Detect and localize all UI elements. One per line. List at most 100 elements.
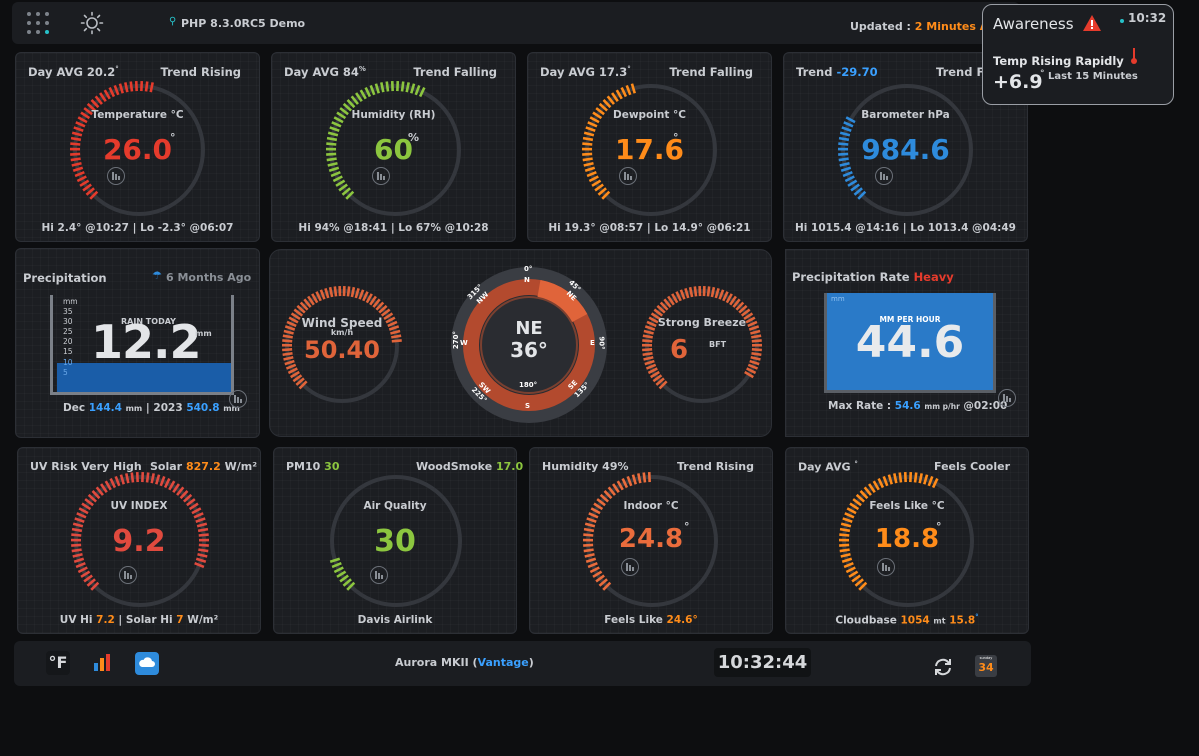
- beaufort-gauge-tick: [706, 286, 711, 297]
- barometer-footer: Hi 1015.4 @14:16 | Lo 1013.4 @04:49: [795, 222, 1016, 234]
- temperature-gauge-tick: [124, 82, 129, 93]
- uv-gauge-tick: [176, 486, 185, 496]
- air-pm10: PM10 30: [286, 460, 339, 473]
- rain-scale-10: 10: [63, 357, 73, 367]
- wind-gauge-tick: [295, 377, 305, 386]
- humidity-gauge-tick: [414, 84, 421, 96]
- humidity-footer: Hi 94% @18:41 | Lo 67% @10:28: [298, 222, 489, 234]
- uv-gauge-tick: [188, 502, 199, 511]
- refresh-icon[interactable]: [932, 656, 954, 678]
- awareness-popup[interactable]: Awareness 10:32 Temp Rising Rapidly +6.9…: [982, 4, 1174, 105]
- solar-hi-value: 7: [176, 614, 184, 626]
- indoor-chart-icon[interactable]: [621, 558, 639, 576]
- feels-gauge-tick: [855, 493, 865, 503]
- theme-sun-icon[interactable]: [80, 11, 104, 35]
- wind-gauge-tick: [296, 304, 306, 314]
- barometer-chart-icon[interactable]: [875, 167, 893, 185]
- unit-toggle-button[interactable]: °F: [46, 651, 70, 675]
- wind-gauge-tick: [282, 352, 293, 357]
- dewpoint-card[interactable]: Day AVG 17.3° Trend Falling Dewpoint °C …: [527, 52, 772, 242]
- uv-gauge-tick: [198, 533, 209, 537]
- humidity-gauge-tick: [327, 161, 338, 167]
- indoor-card[interactable]: Humidity 49% Trend Rising Indoor °C 24.8…: [529, 447, 773, 634]
- indoor-gauge-tick: [616, 480, 624, 491]
- air-gauge-tick: [336, 570, 347, 578]
- humidity-chart-icon[interactable]: [372, 167, 390, 185]
- uv-gauge-tick: [76, 512, 87, 519]
- uv-gauge-tick: [193, 512, 204, 519]
- uv-gauge-tick: [163, 477, 171, 489]
- uv-gauge-tick: [159, 475, 166, 487]
- wind-card[interactable]: Wind Speed km/h 50.40 NE 36° N 0° NE 45°…: [269, 249, 772, 437]
- precip-separator: |: [145, 402, 150, 414]
- air-chart-icon[interactable]: [370, 566, 388, 584]
- air-quality-card[interactable]: PM10 30 WoodSmoke 17.0 Air Quality 30 Da…: [273, 447, 523, 634]
- wind-gauge-tick: [283, 329, 294, 335]
- rain-rate-card[interactable]: Precipitation Rate Heavy mm MM PER HOUR …: [785, 249, 1029, 437]
- uv-card[interactable]: UV Risk Very High Solar 827.2 W/m² UV IN…: [17, 447, 261, 634]
- compass-center-ring: [480, 296, 578, 394]
- beaufort-gauge-tick: [747, 363, 759, 370]
- dewpoint-gauge-tick: [587, 121, 598, 128]
- precipitation-chart-icon[interactable]: [229, 390, 247, 408]
- uv-gauge-tick: [197, 552, 208, 558]
- beaufort-gauge-tick: [663, 298, 672, 308]
- charts-icon[interactable]: [92, 653, 112, 673]
- beaufort-gauge-tick: [642, 334, 653, 339]
- temperature-day-avg: Day AVG 20.2°: [28, 65, 119, 79]
- rain-scale-20: 20: [63, 337, 73, 347]
- wind-compass: [451, 267, 607, 423]
- uv-chart-icon[interactable]: [119, 566, 137, 584]
- uv-gauge-tick: [71, 527, 83, 533]
- weather-cloud-icon[interactable]: [135, 652, 159, 675]
- barometer-gauge-tick: [843, 121, 854, 128]
- uv-gauge-tick: [80, 570, 91, 578]
- compass-w-deg: 270°: [452, 330, 461, 350]
- humidity-gauge-tick: [333, 116, 344, 124]
- calendar-icon[interactable]: sunday 34: [975, 655, 997, 677]
- dewpoint-chart-icon[interactable]: [619, 167, 637, 185]
- dewpoint-gauge-tick: [625, 84, 632, 96]
- indoor-trend: Trend Rising: [677, 460, 754, 473]
- feels-gauge-tick: [877, 477, 885, 489]
- humidity-card[interactable]: Day AVG 84% Trend Falling Humidity (RH) …: [271, 52, 516, 242]
- feels-day-avg-label: Day AVG: [798, 460, 851, 474]
- indoor-gauge-tick: [584, 522, 596, 528]
- uv-gauge: [70, 472, 210, 607]
- temperature-chart-icon[interactable]: [107, 167, 125, 185]
- dewpoint-gauge-tick: [592, 111, 603, 120]
- solar-hi-label: Solar Hi: [125, 614, 173, 626]
- feels-gauge-tick: [887, 474, 893, 485]
- humidity-label: Humidity (RH): [351, 109, 436, 121]
- wind-gauge-tick: [328, 286, 334, 298]
- wind-gauge-tick: [372, 298, 381, 308]
- feels-like-card[interactable]: Day AVG ° Feels Cooler Feels Like °C 18.…: [785, 447, 1029, 634]
- beaufort-gauge-tick: [642, 352, 653, 357]
- uv-solar-value: 827.2: [185, 460, 221, 473]
- wind-gauge-tick: [303, 298, 312, 308]
- rain-today-unit: mm: [195, 329, 212, 338]
- wind-gauge-tick: [385, 316, 396, 324]
- beaufort-gauge: [641, 285, 763, 403]
- feels-gauge-tick: [868, 483, 876, 494]
- precip-year-unit: mm: [223, 404, 240, 413]
- indoor-gauge-tick: [583, 533, 594, 537]
- feels-gauge-tick: [839, 533, 850, 537]
- precipitation-card[interactable]: Precipitation ☂ 6 Months Ago mm 35 30 25…: [15, 248, 260, 438]
- wind-degrees: 36°: [510, 338, 548, 362]
- uv-gauge-tick: [91, 490, 101, 500]
- air-woodsmoke-value: 17.0: [496, 460, 524, 473]
- temperature-card[interactable]: Day AVG 20.2° Trend Rising Temperature °…: [15, 52, 260, 242]
- dewpoint-day-avg-value: Day AVG 17.3: [540, 65, 628, 79]
- indoor-gauge-tick: [631, 474, 637, 485]
- apps-grid-icon[interactable]: [26, 11, 50, 35]
- indoor-gauge-tick: [598, 578, 608, 587]
- rain-rate-chart-icon[interactable]: [998, 389, 1016, 407]
- rain-rate-tank: mm MM PER HOUR 44.6: [824, 293, 996, 393]
- feels-chart-icon[interactable]: [877, 558, 895, 576]
- station-link[interactable]: Vantage: [477, 656, 529, 669]
- rain-scale-30: 30: [63, 317, 73, 327]
- dewpoint-gauge-tick: [586, 171, 597, 178]
- indoor-gauge-tick: [642, 472, 647, 483]
- temperature-gauge-tick: [75, 121, 86, 128]
